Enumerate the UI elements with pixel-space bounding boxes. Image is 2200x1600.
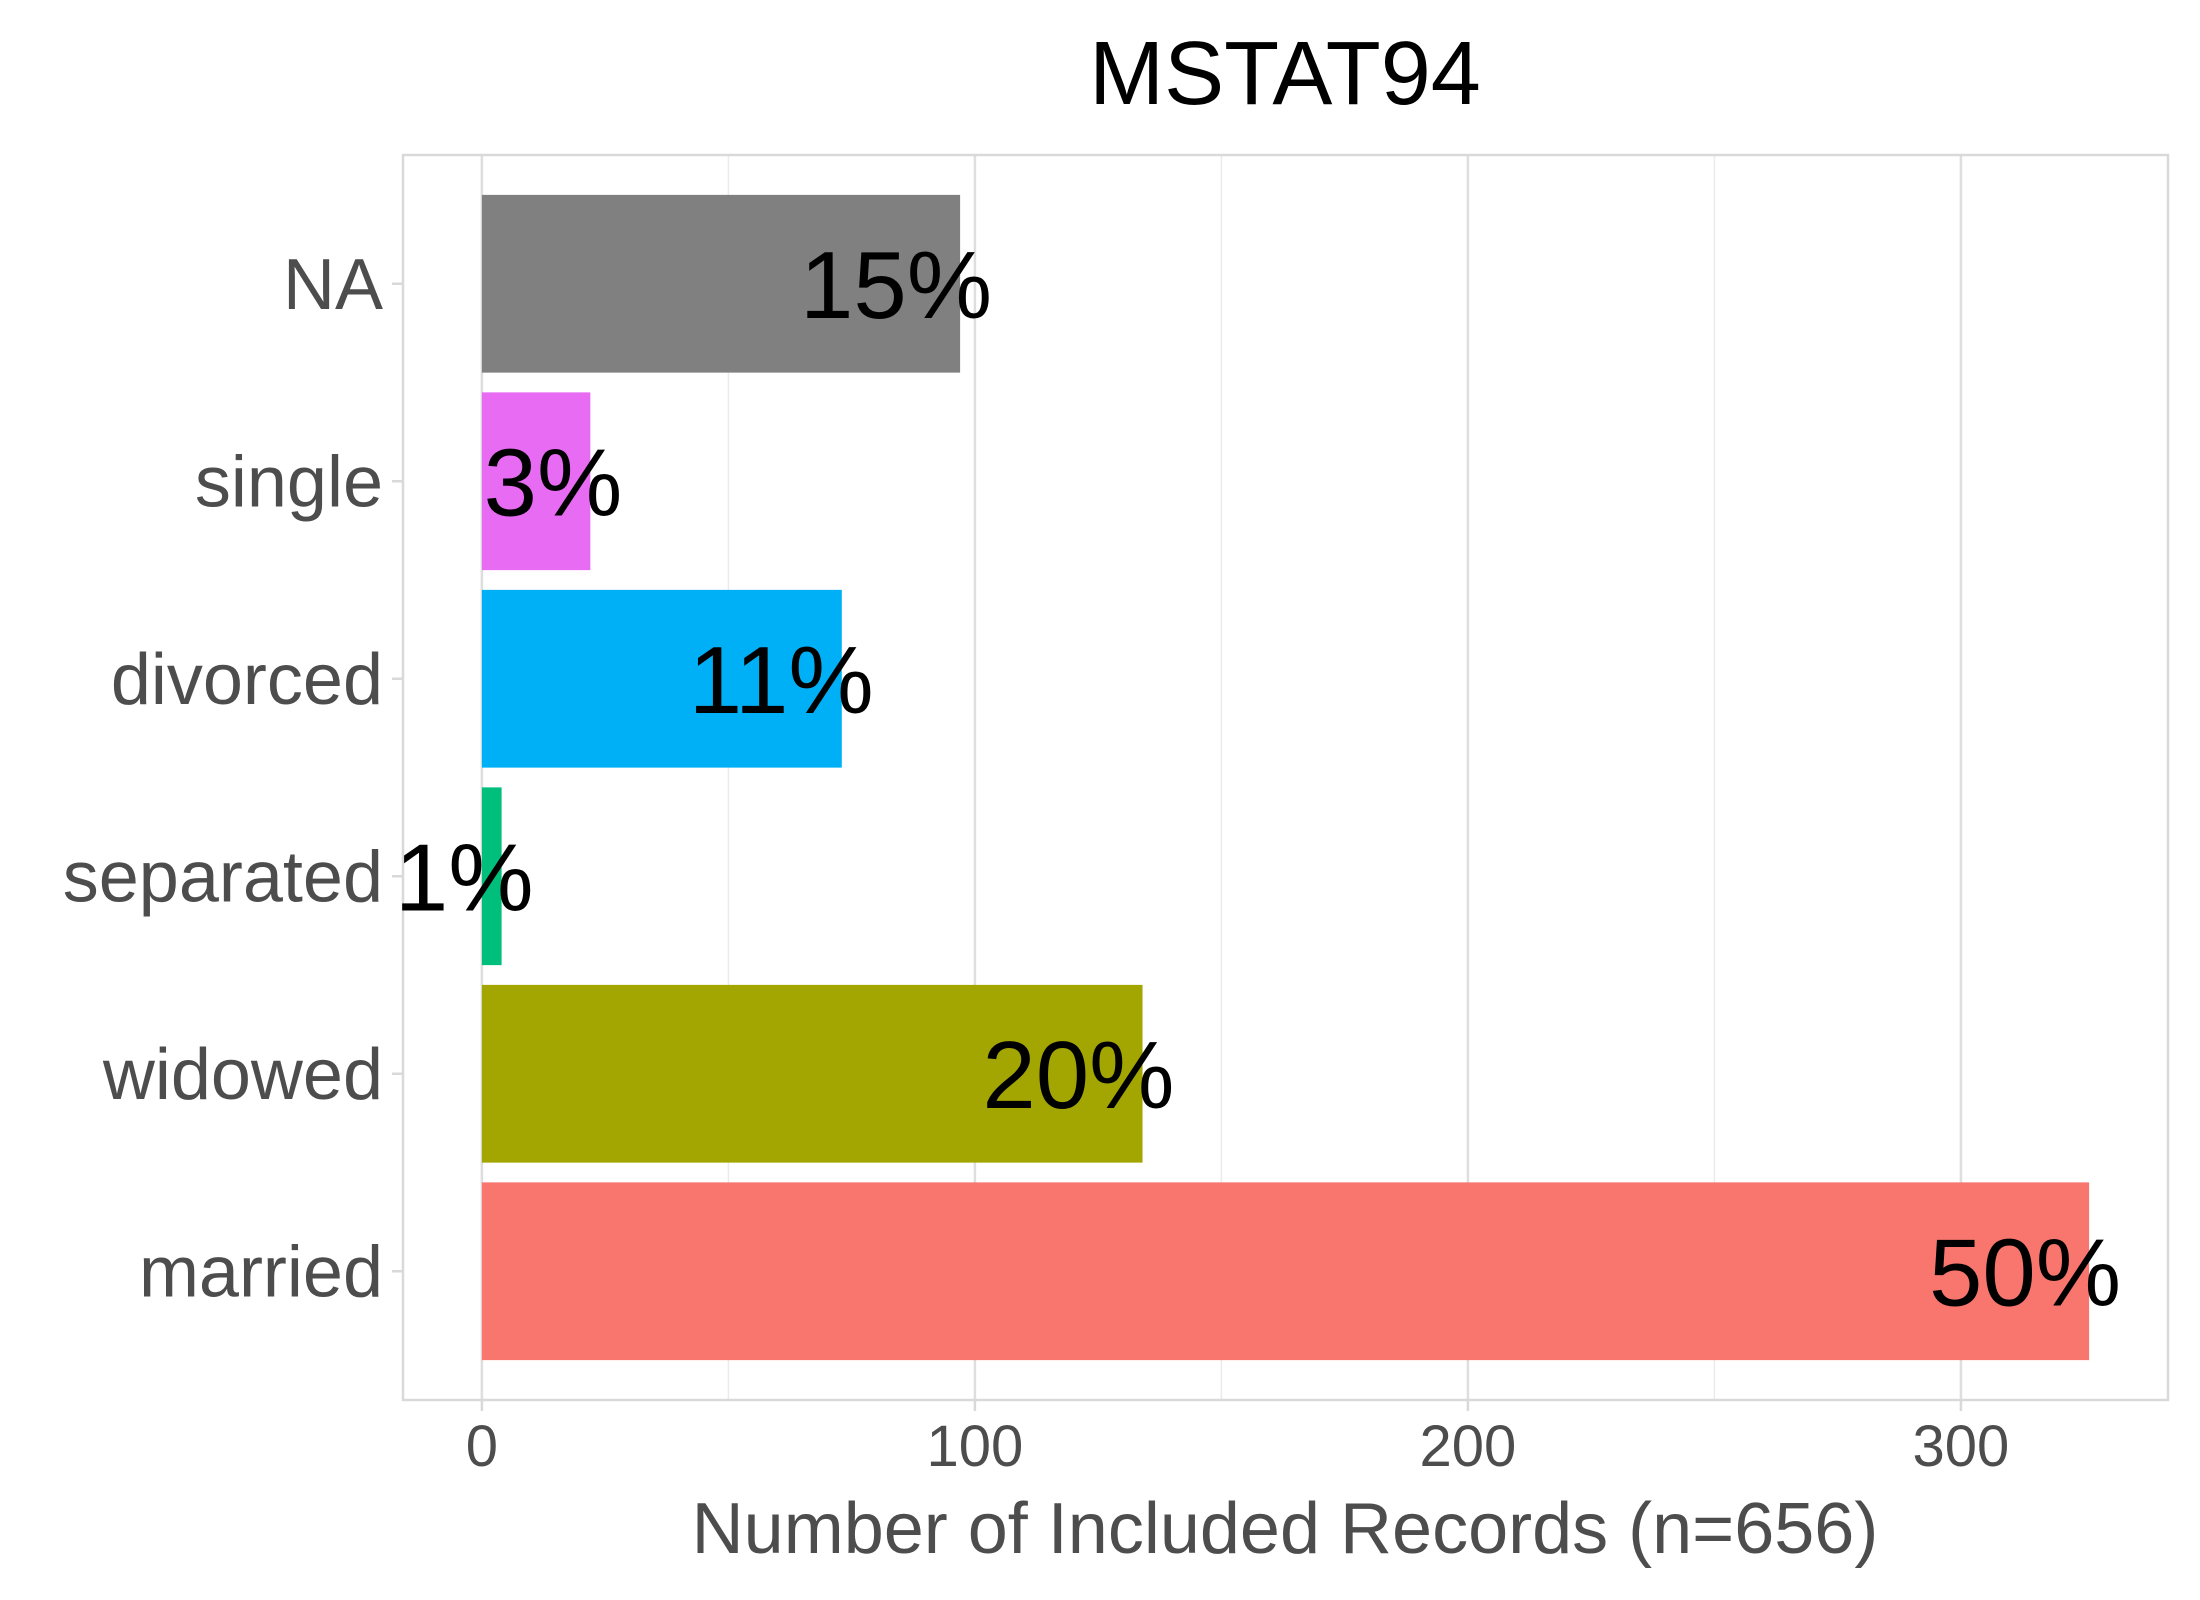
bar-separated bbox=[481, 787, 502, 966]
y-tick-label-widowed: widowed bbox=[102, 1035, 383, 1115]
bar-na bbox=[481, 194, 961, 373]
bar-married bbox=[481, 1182, 2090, 1361]
bar-divorced bbox=[481, 589, 842, 768]
data-label-na: 15% bbox=[800, 232, 992, 339]
data-label-widowed: 20% bbox=[982, 1022, 1174, 1129]
data-label-separated: 1% bbox=[395, 824, 534, 931]
y-axis-tick-labels: NA single divorced separated widowed married bbox=[63, 245, 403, 1312]
bar-widowed bbox=[481, 984, 1143, 1163]
x-tick-label: 0 bbox=[466, 1414, 498, 1479]
x-tick-label: 200 bbox=[1420, 1414, 1517, 1479]
y-tick-label-married: married bbox=[139, 1232, 383, 1312]
data-labels: 15% 3% 11% 1% 20% 50% bbox=[395, 232, 2121, 1327]
data-label-divorced: 11% bbox=[689, 627, 874, 734]
data-label-single: 3% bbox=[484, 429, 623, 536]
y-tick-label-na: NA bbox=[283, 245, 383, 325]
x-tick-label: 300 bbox=[1913, 1414, 2010, 1479]
x-tick-label: 100 bbox=[927, 1414, 1024, 1479]
y-tick-label-separated: separated bbox=[63, 837, 383, 917]
data-label-married: 50% bbox=[1929, 1219, 2121, 1326]
y-tick-label-divorced: divorced bbox=[111, 640, 383, 720]
y-tick-label-single: single bbox=[195, 442, 383, 522]
panel-border bbox=[401, 153, 2170, 1402]
bars bbox=[481, 194, 2090, 1361]
bar-single bbox=[481, 392, 591, 571]
chart-title: MSTAT94 bbox=[1089, 24, 1481, 124]
x-axis-label: Number of Included Records (n=656) bbox=[692, 1489, 1879, 1569]
x-axis-ticks: 0 100 200 300 bbox=[466, 1400, 2010, 1479]
